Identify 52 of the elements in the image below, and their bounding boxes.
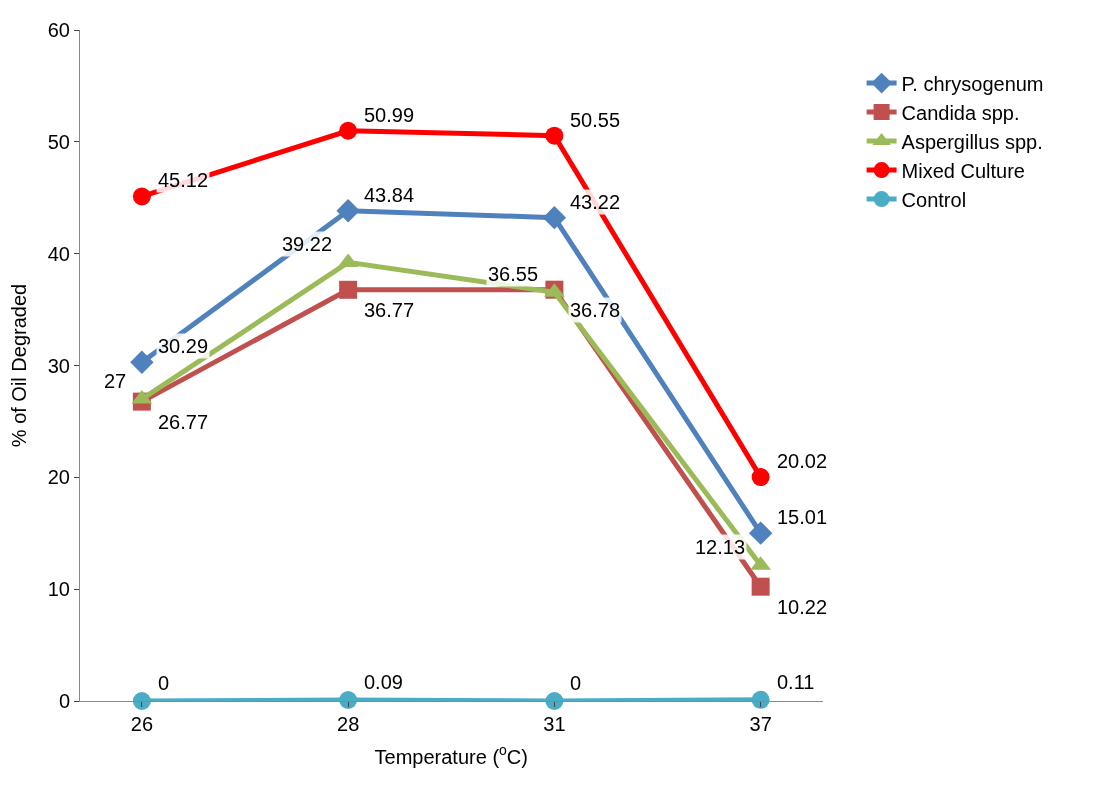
- point: [336, 199, 360, 223]
- y-tick-label: 20: [47, 466, 70, 489]
- point: [751, 690, 770, 709]
- y-tick-label: 30: [47, 354, 70, 377]
- data-label: 43.84: [364, 184, 415, 206]
- data-label: 12.13: [695, 536, 746, 558]
- data-label: 0: [570, 672, 582, 694]
- x-tick-label: 31: [543, 713, 566, 735]
- data-label: 27: [104, 370, 127, 392]
- data-label: 39.22: [282, 233, 333, 255]
- data-label: 0: [158, 672, 170, 694]
- data-label: 30.29: [158, 335, 209, 357]
- x-axis-title: Temperature ($^{o}$C): [374, 742, 528, 768]
- x-tick-label: 28: [337, 713, 360, 735]
- legend-label: Aspergillus spp.: [901, 130, 1043, 153]
- point: [339, 690, 358, 709]
- y-tick-label: 50: [47, 130, 70, 153]
- data-label: 45.12: [158, 169, 209, 191]
- data-label: 0.09: [364, 671, 403, 693]
- point: [132, 187, 151, 206]
- point: [751, 468, 770, 487]
- data-label: 15.01: [777, 506, 828, 528]
- point: [748, 521, 773, 545]
- data-label: 20.02: [777, 450, 828, 472]
- point: [545, 126, 564, 145]
- point: [545, 692, 564, 710]
- point: [542, 205, 567, 230]
- point: [751, 577, 770, 596]
- y-axis-title: % of Oil Degraded: [8, 283, 31, 448]
- data-label: 36.55: [488, 263, 539, 285]
- legend-label: Candida spp.: [901, 101, 1020, 124]
- y-tick-label: 0: [58, 690, 70, 712]
- legend-label: P. chrysogenum: [901, 72, 1044, 95]
- point: [130, 350, 154, 374]
- point: [339, 280, 358, 299]
- y-tick-label: 40: [47, 242, 70, 265]
- legend-label: Mixed Culture: [901, 159, 1025, 182]
- data-label: 0.11: [777, 671, 815, 693]
- point: [132, 692, 151, 710]
- y-tick-label: 10: [47, 578, 70, 601]
- data-label: 36.78: [570, 299, 621, 321]
- y-tick-label: 60: [47, 19, 70, 41]
- data-label: 10.22: [777, 596, 828, 618]
- x-tick-label: 26: [130, 713, 154, 735]
- x-tick-label: 37: [749, 713, 772, 735]
- point: [339, 121, 358, 140]
- data-label: 50.55: [570, 109, 621, 131]
- data-label: 43.22: [570, 191, 621, 213]
- data-label: 26.77: [158, 411, 209, 433]
- legend-label: Control: [901, 188, 967, 211]
- data-label: 50.99: [364, 104, 415, 126]
- data-label: 36.77: [364, 299, 415, 321]
